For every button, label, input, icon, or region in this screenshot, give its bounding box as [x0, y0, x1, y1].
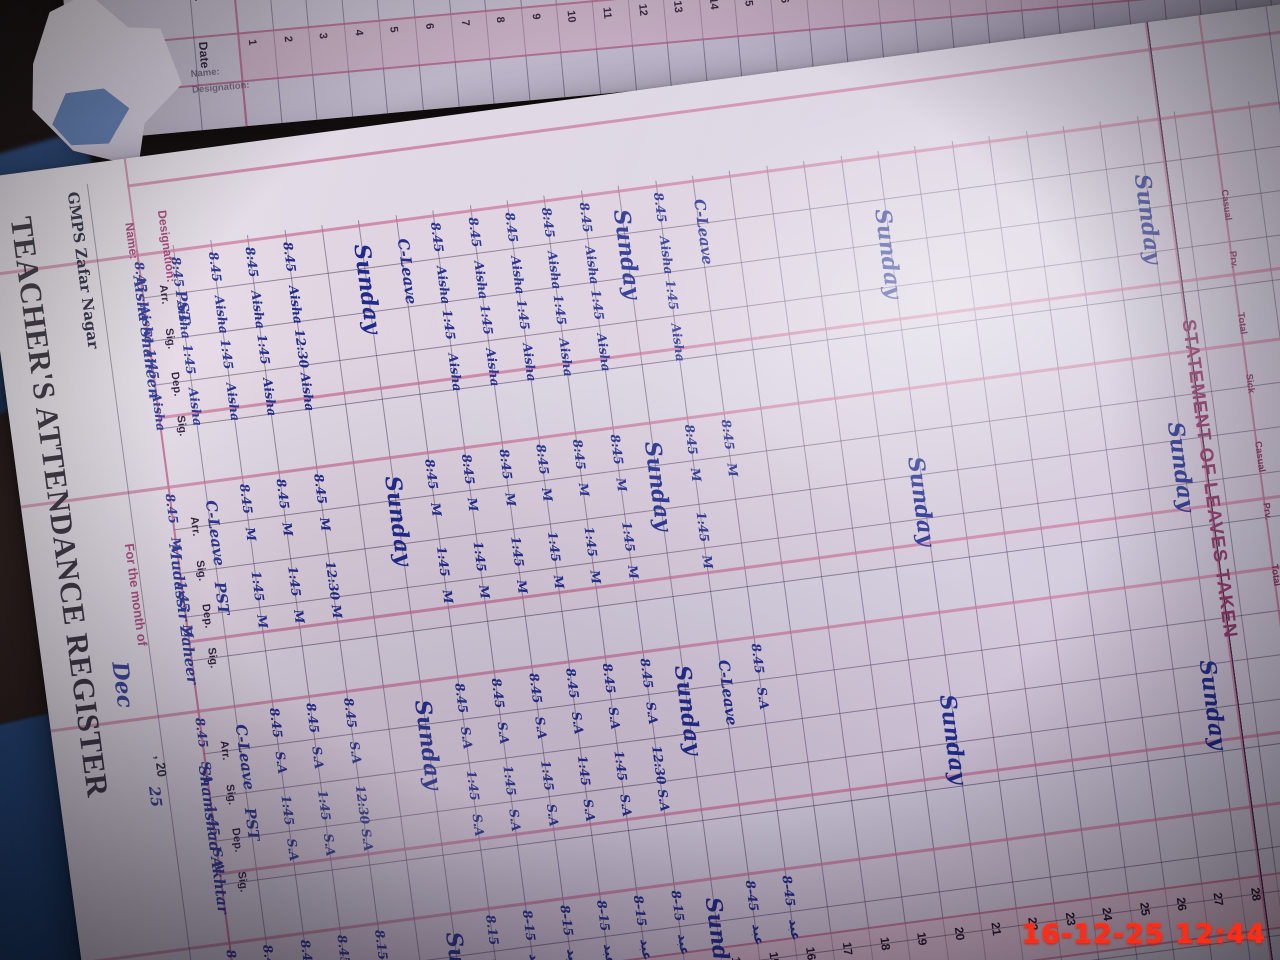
- teacher_3-row3-sig: S.A: [272, 750, 291, 775]
- teacher_3-row13-sig: S.A: [643, 700, 661, 726]
- upper-date-row-15: 15: [742, 0, 756, 7]
- upper-date-row-13: 13: [671, 0, 685, 14]
- teacher_3-row9-sig2: S.A: [506, 807, 525, 833]
- column-header-sig-block3: Sig.: [235, 870, 250, 894]
- teacher_3-row9-sig: S.A: [494, 720, 513, 746]
- leave-col-prv-2: Prv.: [1260, 502, 1274, 521]
- teacher_2-row11-sig2: M: [550, 574, 568, 590]
- column-header-sig-block1: Sig.: [174, 414, 189, 438]
- teacher_3-row4-sig: S.A: [309, 745, 328, 770]
- teacher_2-row16-sig: M: [724, 462, 742, 478]
- teacher_2-row4-sig2: M: [291, 608, 308, 625]
- date-row-28: 28: [1247, 886, 1264, 902]
- date-row-15: 15: [766, 950, 782, 960]
- upper-date-row-6: 6: [423, 22, 436, 30]
- teacher_2-row5-sig2: M: [328, 603, 345, 620]
- teacher_2-row10-sig2: M: [513, 578, 531, 595]
- date-row-19: 19: [914, 931, 930, 947]
- teacher_3-row11-sig2: S.A: [580, 798, 599, 823]
- upper-date-row-1: 1: [245, 38, 259, 46]
- teacher_2-row13-sig: M: [613, 476, 630, 493]
- date-row-27: 27: [1210, 891, 1227, 907]
- teacher_2-row9-sig: M: [464, 496, 482, 513]
- leave-col-prv-1: Prv.: [1226, 250, 1240, 269]
- upper-date-row-10: 10: [564, 9, 578, 24]
- teacher_4-row15-sig: عبد: [748, 922, 766, 947]
- teacher_3-row1-sig: S.A: [198, 760, 217, 785]
- date-row-18: 18: [877, 936, 893, 952]
- column-header-arr-block2: Arr.: [187, 515, 203, 538]
- camera-timestamp: 16-12-25 12:44: [1021, 919, 1266, 950]
- teacher_2-row1-sig: M: [168, 536, 186, 552]
- teacher_2-row3-sig2: M: [254, 613, 271, 630]
- upper-date-row-4: 4: [352, 29, 365, 37]
- column-header-sig-block3: Sig.: [223, 783, 239, 806]
- column-header-arr-block1: Arr.: [156, 283, 172, 306]
- year-value: 25: [145, 785, 166, 809]
- teacher_3-row5-sig2: S.A: [358, 827, 376, 853]
- teacher_3-row4-sig2: S.A: [321, 832, 339, 858]
- upper-date-column-header: Date: [195, 41, 213, 70]
- teacher_3-row1-sig2: S.A: [209, 847, 228, 872]
- upper-date-row-7: 7: [458, 19, 472, 27]
- column-header-sig-block1: Sig.: [162, 327, 178, 350]
- teacher_3-row3-sig2: S.A: [283, 837, 302, 863]
- upper-date-row-11: 11: [600, 6, 614, 20]
- column-header-sig-block2: Sig.: [205, 646, 220, 670]
- teacher_4-row10-sig: عبد: [562, 947, 581, 960]
- teacher_2-row15-sig: M: [687, 467, 705, 483]
- upper-date-row-14: 14: [706, 0, 720, 11]
- teacher_1-row10-arr: 8.45: [465, 216, 485, 249]
- teacher_2-row5-sig: M: [316, 516, 334, 533]
- teacher_2-row10-sig: M: [501, 491, 519, 508]
- teacher_2-row1-sig2: M: [179, 623, 197, 640]
- teacher_3-row11-sig: S.A: [568, 710, 587, 736]
- upper-date-row-9: 9: [529, 12, 542, 21]
- teacher_2-row15-sig2: M: [698, 554, 716, 570]
- date-row-26: 26: [1173, 896, 1190, 912]
- date-row-17: 17: [840, 941, 856, 957]
- date-row-16: 16: [803, 946, 819, 960]
- teacher_3-row5-sig: S.A: [346, 740, 365, 765]
- teacher_2-row12-sig2: M: [587, 569, 605, 585]
- teacher_4-row11-sig: عبد: [599, 942, 618, 960]
- teacher_3-row13-sig2: S.A: [654, 788, 673, 813]
- year-prefix: , 20: [152, 754, 170, 778]
- teacher_2-row4-sig: M: [279, 521, 297, 538]
- teacher_2-row11-sig: M: [539, 486, 556, 503]
- teacher_2-row9-sig2: M: [476, 583, 494, 600]
- upper-date-row-3: 3: [316, 32, 330, 40]
- teacher_2-row8-sig2: M: [439, 588, 457, 605]
- date-row-25: 25: [1136, 901, 1153, 917]
- column-header-sig-block2: Sig.: [193, 559, 209, 582]
- teacher_4-row13-sig: عبد: [674, 932, 692, 957]
- teacher_3-row16-sig: S.A: [754, 686, 773, 711]
- upper-date-row-5: 5: [387, 25, 401, 34]
- leave-col-total-2: Total: [1268, 563, 1280, 587]
- teacher_3-row10-sig: S.A: [531, 715, 550, 741]
- teacher_4-row16-sig: عبد: [785, 918, 803, 942]
- teacher_3-row10-sig2: S.A: [543, 802, 562, 828]
- upper-date-row-2: 2: [281, 35, 294, 43]
- upper-date-row-12: 12: [635, 3, 649, 17]
- teacher_2-row8-sig: M: [427, 501, 445, 518]
- teacher_2-row13-sig2: M: [624, 564, 642, 580]
- column-header-arr-block3: Arr.: [217, 739, 233, 762]
- teacher_2-row3-sig: M: [242, 526, 260, 543]
- upper-arr-header: Arr.: [190, 0, 206, 2]
- teacher_1-row5-arr: 8.45: [279, 240, 299, 274]
- teacher_2-row12-sig: M: [576, 481, 593, 498]
- upper-date-row-8: 8: [493, 16, 507, 24]
- date-row-21: 21: [988, 921, 1005, 937]
- date-row-20: 20: [951, 926, 968, 942]
- teacher_3-row8-sig2: S.A: [469, 812, 488, 838]
- teacher_3-row8-sig: S.A: [457, 725, 476, 751]
